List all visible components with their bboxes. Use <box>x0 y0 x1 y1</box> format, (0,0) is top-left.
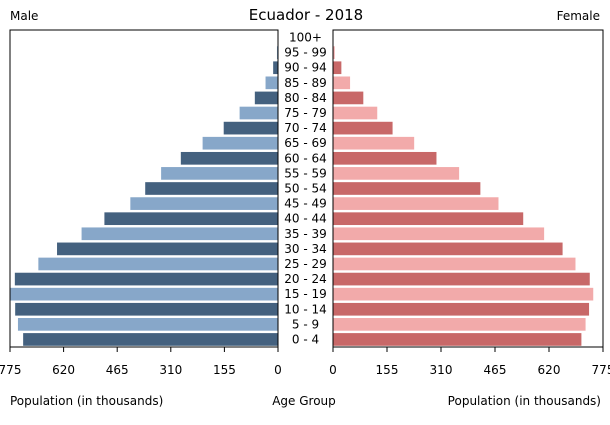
male-bar <box>15 302 278 316</box>
age-group-label: 25 - 29 <box>284 257 327 271</box>
age-group-label: 45 - 49 <box>284 197 327 211</box>
age-group-label: 70 - 74 <box>284 121 327 135</box>
female-bar <box>333 242 563 256</box>
female-bar <box>333 106 378 120</box>
male-bar <box>273 61 278 75</box>
age-group-label: 0 - 4 <box>292 332 319 346</box>
male-tick-label: 310 <box>159 363 182 377</box>
female-bar <box>333 91 364 105</box>
male-bar <box>180 151 278 165</box>
age-group-label: 30 - 34 <box>284 242 327 256</box>
male-tick-label: 0 <box>274 363 282 377</box>
female-tick-label: 775 <box>592 363 610 377</box>
male-bar <box>254 91 278 105</box>
male-bar <box>104 212 279 226</box>
male-bar <box>14 272 279 286</box>
male-bar <box>57 242 278 256</box>
female-bar <box>333 302 590 316</box>
male-bar <box>276 46 278 59</box>
male-bar <box>10 287 278 301</box>
female-xlabel: Population (in thousands) <box>448 394 601 408</box>
female-bar <box>333 61 342 75</box>
female-bar <box>333 182 481 195</box>
male-tick-label: 465 <box>106 363 129 377</box>
female-bar <box>333 333 582 346</box>
female-tick-label: 620 <box>538 363 561 377</box>
female-bar <box>333 121 393 135</box>
male-tick-label: 155 <box>213 363 236 377</box>
female-bar <box>333 287 594 301</box>
female-plot-area <box>333 31 594 346</box>
female-bar <box>333 212 524 226</box>
age-group-label: 65 - 69 <box>284 136 327 150</box>
male-bar <box>145 182 278 195</box>
male-tick-label: 775 <box>0 363 21 377</box>
age-group-label: 55 - 59 <box>284 166 327 180</box>
age-group-label: 90 - 94 <box>284 61 327 75</box>
male-label: Male <box>10 9 38 23</box>
female-bar <box>333 227 545 241</box>
male-bar <box>38 257 279 271</box>
age-group-label: 95 - 99 <box>284 46 327 60</box>
female-label: Female <box>557 9 600 23</box>
age-group-label: 5 - 9 <box>292 317 319 331</box>
age-group-label: 10 - 14 <box>284 302 327 316</box>
male-bar <box>17 318 278 331</box>
male-bar <box>23 333 279 346</box>
female-bar <box>333 76 351 90</box>
female-tick-label: 155 <box>376 363 399 377</box>
male-bar <box>161 167 278 180</box>
age-group-label: 40 - 44 <box>284 212 327 226</box>
age-group-label: 35 - 39 <box>284 227 327 241</box>
male-bar <box>130 197 278 210</box>
chart-title: Ecuador - 2018 <box>249 6 363 24</box>
age-group-label: 60 - 64 <box>284 151 327 165</box>
male-xlabel: Population (in thousands) <box>10 394 163 408</box>
male-bar <box>81 227 278 241</box>
age-group-label: 20 - 24 <box>284 272 327 286</box>
age-group-label: 85 - 89 <box>284 76 327 90</box>
male-bar <box>202 136 278 150</box>
age-group-label: 80 - 84 <box>284 91 327 105</box>
male-tick-label: 620 <box>52 363 75 377</box>
male-plot-area <box>10 31 279 346</box>
axes: 0 0 155 155 310 310 465 465 620 620 775 775 <box>0 29 610 377</box>
age-group-xlabel: Age Group <box>272 394 336 408</box>
female-tick-label: 0 <box>329 363 337 377</box>
female-bar <box>333 272 590 286</box>
female-bar <box>333 318 586 331</box>
female-bar <box>333 136 415 150</box>
male-panel-frame <box>9 29 279 348</box>
age-group-label: 50 - 54 <box>284 182 327 196</box>
age-group-label: 75 - 79 <box>284 106 327 120</box>
male-bar <box>265 76 278 90</box>
female-bar <box>333 151 437 165</box>
female-bar <box>333 46 335 59</box>
female-bar <box>333 167 460 180</box>
female-panel-frame <box>332 29 604 348</box>
female-bar <box>333 197 499 210</box>
female-tick-label: 310 <box>430 363 453 377</box>
age-group-label: 100+ <box>289 31 322 45</box>
male-bar <box>239 106 278 120</box>
female-bar <box>333 257 576 271</box>
female-tick-label: 465 <box>484 363 507 377</box>
age-group-label: 15 - 19 <box>284 287 327 301</box>
male-bar <box>223 121 278 135</box>
